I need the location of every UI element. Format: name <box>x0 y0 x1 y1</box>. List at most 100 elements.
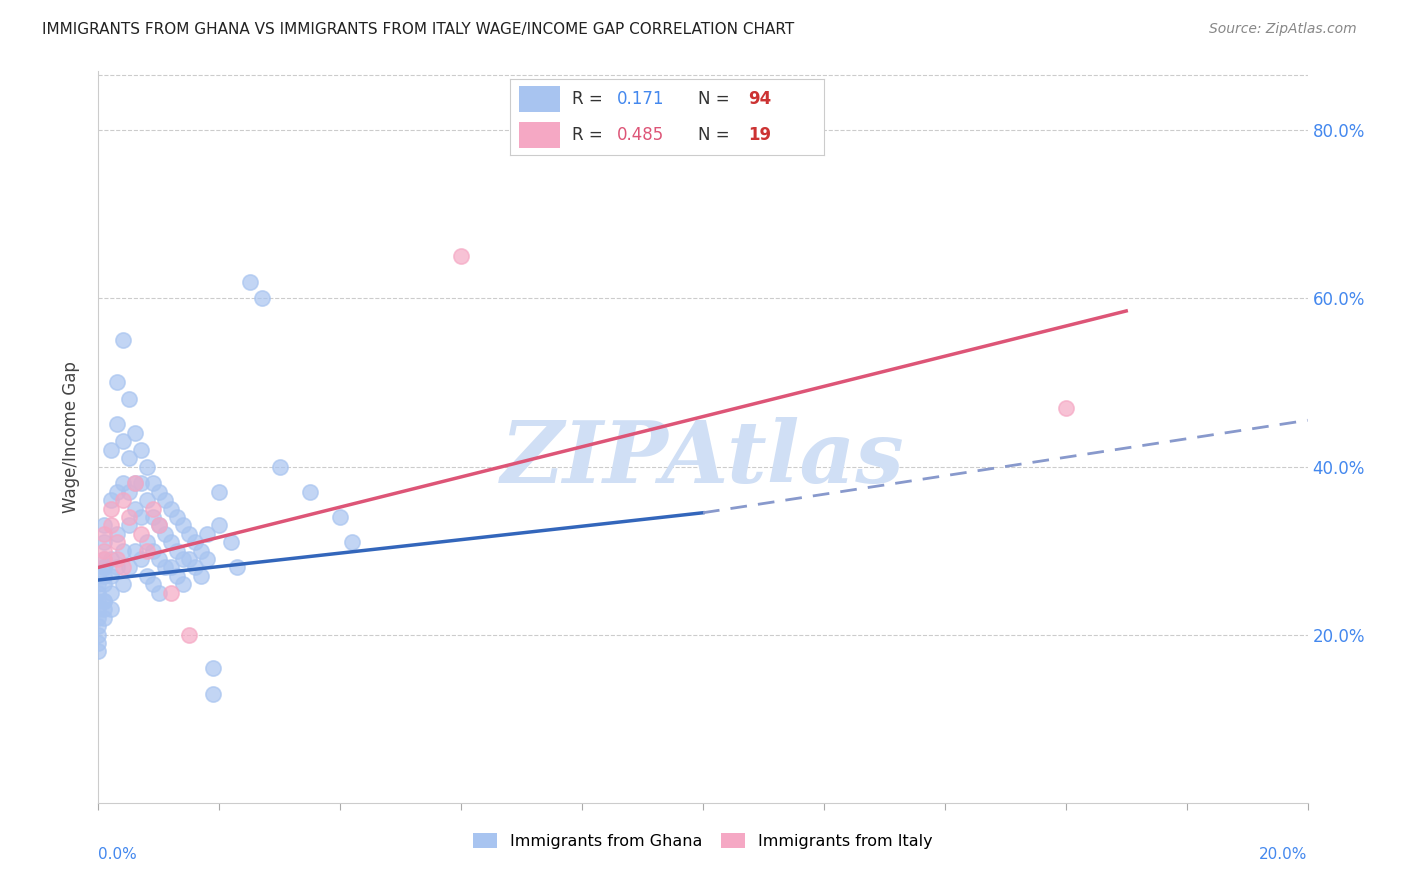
Point <box>111 434 134 449</box>
Point <box>124 476 146 491</box>
Point <box>93 560 115 574</box>
Point <box>124 476 146 491</box>
Point <box>135 535 157 549</box>
Point <box>87 611 110 625</box>
Point <box>179 526 201 541</box>
Point <box>100 569 122 583</box>
Point <box>100 518 122 533</box>
Point <box>105 535 128 549</box>
Text: 20.0%: 20.0% <box>1260 847 1308 862</box>
Point <box>87 577 110 591</box>
Point <box>129 526 152 541</box>
Point <box>135 543 157 558</box>
Point <box>160 501 183 516</box>
Point <box>93 602 115 616</box>
Point <box>129 552 152 566</box>
Point <box>118 484 141 499</box>
Point <box>142 501 165 516</box>
Point <box>179 552 201 566</box>
Point <box>129 442 152 457</box>
Point <box>172 518 194 533</box>
Point <box>111 577 134 591</box>
Point <box>87 627 110 641</box>
Point <box>329 510 352 524</box>
Point <box>105 417 128 432</box>
Point <box>166 569 188 583</box>
Point <box>87 594 110 608</box>
Point <box>118 518 141 533</box>
Point <box>100 501 122 516</box>
Point <box>93 560 115 574</box>
Point <box>142 476 165 491</box>
Point <box>450 249 472 263</box>
Point <box>135 459 157 474</box>
Point <box>93 594 115 608</box>
Point <box>202 686 225 700</box>
Text: Source: ZipAtlas.com: Source: ZipAtlas.com <box>1209 22 1357 37</box>
Text: ZIPAtlas: ZIPAtlas <box>501 417 905 500</box>
Point <box>148 585 170 599</box>
Point <box>179 627 201 641</box>
Point <box>269 459 291 474</box>
Point <box>172 552 194 566</box>
Point <box>105 376 128 390</box>
Point <box>100 493 122 508</box>
Legend: Immigrants from Ghana, Immigrants from Italy: Immigrants from Ghana, Immigrants from I… <box>465 825 941 857</box>
Point <box>153 493 176 508</box>
Point <box>118 560 141 574</box>
Point <box>93 518 115 533</box>
Point <box>135 569 157 583</box>
Point <box>148 518 170 533</box>
Point <box>202 661 225 675</box>
Point <box>195 526 218 541</box>
Point <box>87 636 110 650</box>
Point <box>93 552 115 566</box>
Point <box>93 552 115 566</box>
Point <box>100 585 122 599</box>
Point <box>160 560 183 574</box>
Point <box>124 543 146 558</box>
Point <box>166 510 188 524</box>
Point <box>129 476 152 491</box>
Point <box>208 484 231 499</box>
Point <box>148 518 170 533</box>
Point <box>221 535 243 549</box>
Point <box>87 569 110 583</box>
Point <box>111 560 134 574</box>
Point <box>124 425 146 440</box>
Point <box>124 501 146 516</box>
Point <box>87 644 110 658</box>
Point <box>184 535 207 549</box>
Point <box>153 560 176 574</box>
Point <box>93 611 115 625</box>
Point <box>93 535 115 549</box>
Point <box>160 585 183 599</box>
Point <box>93 569 115 583</box>
Point <box>111 543 134 558</box>
Point <box>1054 401 1077 415</box>
Point <box>118 510 141 524</box>
Point <box>111 334 134 348</box>
Point <box>93 543 115 558</box>
Point <box>148 552 170 566</box>
Text: 0.0%: 0.0% <box>98 847 138 862</box>
Point <box>100 442 122 457</box>
Point <box>87 619 110 633</box>
Point <box>250 291 273 305</box>
Point <box>299 484 322 499</box>
Point <box>129 510 152 524</box>
Point <box>111 493 134 508</box>
Point <box>118 451 141 466</box>
Point <box>142 577 165 591</box>
Point <box>190 543 212 558</box>
Point <box>148 484 170 499</box>
Point <box>195 552 218 566</box>
Point <box>184 560 207 574</box>
Point <box>87 585 110 599</box>
Point <box>105 484 128 499</box>
Point <box>342 535 364 549</box>
Point <box>100 552 122 566</box>
Point <box>160 535 183 549</box>
Point <box>93 577 115 591</box>
Point <box>105 552 128 566</box>
